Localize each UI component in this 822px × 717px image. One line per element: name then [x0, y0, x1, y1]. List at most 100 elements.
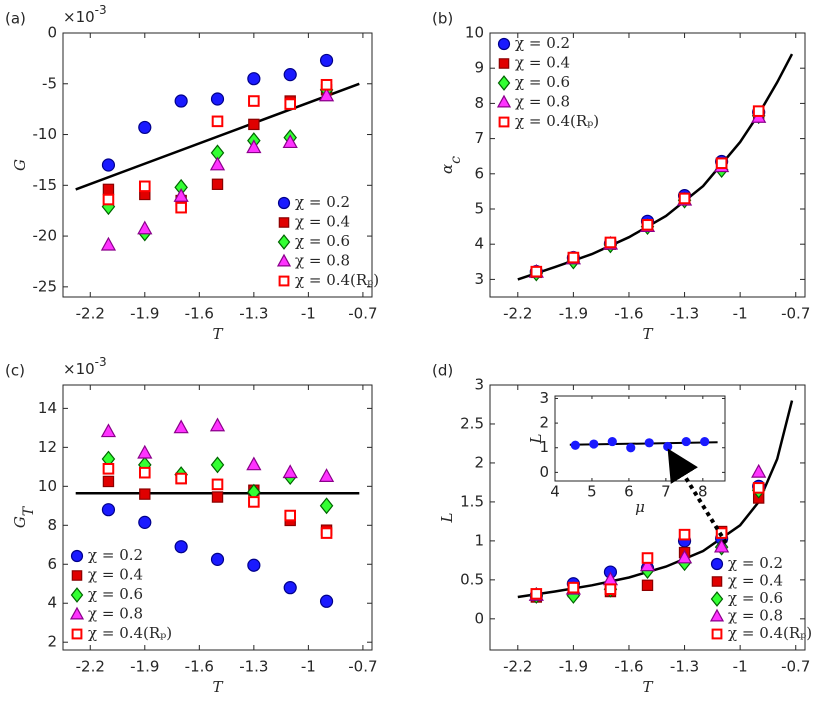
y-tick-label: 1: [474, 531, 484, 549]
legend-marker: [710, 591, 724, 607]
legend-marker: [711, 628, 723, 640]
y-axis-label: αc: [438, 156, 464, 174]
point: [752, 482, 765, 494]
x-axis-label: T: [642, 325, 653, 343]
y-tick-label: 4: [47, 594, 57, 612]
plot-area: [490, 33, 805, 297]
point: [282, 464, 298, 479]
y-tick-label: 3: [474, 270, 484, 288]
x-axis-label: T: [642, 678, 653, 696]
legend-marker: [278, 275, 290, 287]
y-tick-label: 3: [474, 376, 484, 394]
point: [319, 53, 334, 68]
point: [604, 236, 617, 249]
y-axis-label: L: [527, 433, 545, 444]
legend-item: χ = 0.4: [498, 54, 570, 72]
point: [700, 436, 710, 447]
y-tick-label: 0.5: [460, 570, 484, 588]
legend-item: χ = 0.2: [497, 34, 570, 52]
point: [139, 488, 151, 500]
legend-marker: [276, 253, 292, 267]
point: [530, 588, 543, 600]
panel-label: (a): [5, 10, 26, 28]
x-tick-label: -0.7: [348, 305, 377, 323]
legend-label: χ = 0.4: [728, 572, 783, 590]
point: [210, 92, 225, 106]
legend-marker: [69, 606, 85, 620]
legend-label: χ = 0.8: [88, 605, 143, 623]
y-tick-label: -5: [42, 74, 57, 92]
legend-label: χ = 0.8: [295, 252, 350, 270]
legend-label: χ = 0.6: [728, 589, 783, 607]
legend-item: χ = 0.4(Rₚ): [71, 624, 172, 642]
legend-item: χ = 0.2: [277, 193, 350, 211]
panel: -2.2 -1.9 -1.6 -1.3 -1 -0.72468101214TGT×10-3…: [5, 355, 378, 697]
point: [663, 441, 673, 452]
y-tick-label: 5: [474, 200, 484, 218]
axis-multiplier-exponent: -3: [95, 355, 107, 369]
y-tick-label: 10: [38, 477, 57, 495]
point: [101, 503, 116, 517]
point: [320, 527, 333, 539]
y-tick-label: -15: [33, 176, 58, 194]
y-axis-label-sub: T: [21, 505, 37, 516]
y-tick-label: 6: [47, 555, 57, 573]
x-tick-label: -0.7: [781, 658, 810, 676]
point: [211, 115, 224, 128]
point: [210, 552, 225, 566]
point: [101, 158, 116, 172]
point: [246, 139, 262, 154]
axis-multiplier-base: ×10: [63, 360, 95, 378]
y-tick-label: 4: [474, 235, 484, 253]
point: [210, 456, 225, 474]
point: [173, 188, 189, 202]
point: [174, 540, 188, 554]
point: [138, 466, 151, 479]
y-tick-label: 8: [47, 516, 57, 534]
point: [681, 436, 691, 447]
axis-multiplier: ×10-3: [63, 355, 107, 378]
point: [641, 552, 654, 564]
y-axis-label-main: L: [438, 512, 456, 523]
x-tick-label: -1.6: [614, 658, 643, 676]
x-tick-label: -1: [301, 658, 316, 676]
y-tick-label: 12: [38, 438, 57, 456]
point: [175, 201, 187, 214]
legend-marker: [71, 570, 83, 581]
x-tick-label: -1.3: [670, 305, 699, 323]
point: [209, 417, 226, 432]
legend-item: χ = 0.4(Rₚ): [498, 112, 599, 130]
point: [752, 105, 765, 117]
point: [676, 549, 693, 564]
panel: -2.2 -1.9 -1.6 -1.3 -1 -0.7 3 4 5 6 7 8 9 10 Tαc (b) χ =…: [432, 10, 810, 344]
x-axis-label: μ: [635, 498, 645, 516]
point: [626, 443, 636, 453]
x-tick-label: -1.9: [559, 658, 588, 676]
legend-item: χ = 0.4(Rₚ): [711, 624, 812, 642]
legend-label: χ = 0.4(Rₚ): [515, 112, 599, 130]
x-tick-label: -1.3: [239, 305, 268, 323]
point: [102, 475, 115, 488]
legend-marker: [277, 234, 291, 250]
point: [137, 220, 153, 235]
legend-marker: [497, 37, 511, 51]
point: [211, 178, 224, 190]
x-tick-label: -1.6: [185, 305, 214, 323]
legend-item: χ = 0.4: [711, 572, 783, 590]
point: [714, 538, 730, 553]
y-tick-label: 0: [47, 24, 57, 42]
y-tick-label: -20: [33, 227, 58, 245]
legend-marker: [70, 587, 84, 603]
x-tick-label: -2.2: [76, 305, 105, 323]
x-axis-label: T: [212, 325, 223, 343]
x-tick-label: -2.2: [76, 658, 105, 676]
axis-multiplier: ×10-3: [63, 3, 107, 26]
x-tick-label: -1: [733, 305, 748, 323]
x-tick-label: -2.2: [503, 305, 532, 323]
legend-marker: [497, 75, 511, 91]
y-tick-label: 3: [539, 389, 549, 407]
legend-label: χ = 0.6: [295, 232, 350, 250]
point: [248, 95, 260, 107]
point: [247, 72, 261, 86]
y-tick-label: 9: [474, 59, 484, 77]
